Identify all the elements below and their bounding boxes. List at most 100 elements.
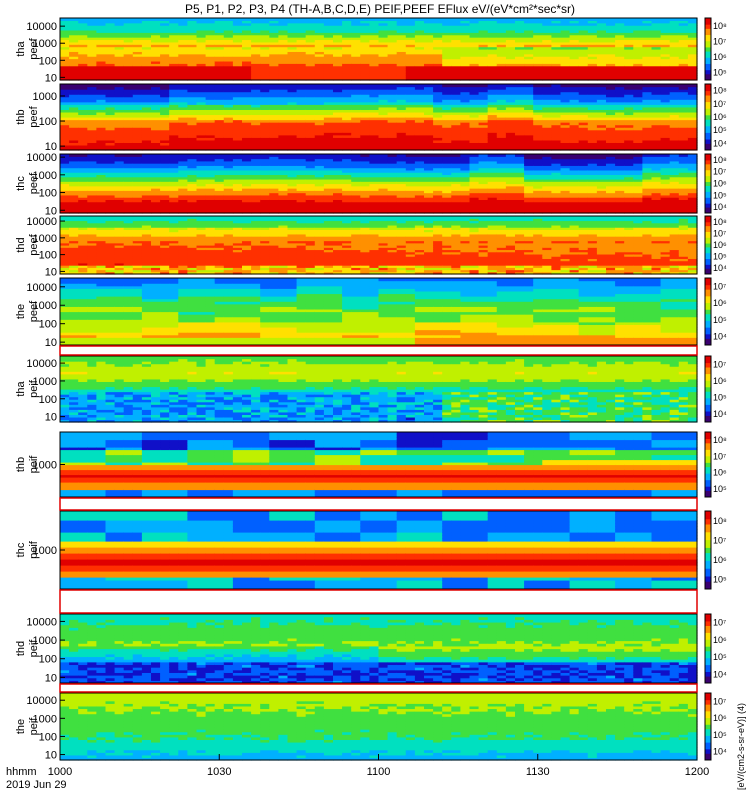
heatmap-cell — [396, 60, 407, 64]
heatmap-cell — [160, 206, 170, 210]
heatmap-cell — [232, 68, 243, 72]
colorbar-segment — [705, 69, 711, 73]
heatmap-cell — [232, 46, 243, 50]
heatmap-cell — [151, 39, 161, 43]
heatmap-cell — [342, 27, 352, 31]
heatmap-cell — [596, 44, 607, 48]
heatmap-cell — [278, 163, 289, 166]
heatmap-cell — [205, 127, 216, 131]
heatmap-cell — [278, 199, 289, 203]
heatmap-cell — [387, 51, 398, 55]
heatmap-cell — [624, 104, 634, 108]
heatmap-cell — [414, 117, 425, 121]
heatmap-cell — [105, 91, 116, 95]
heatmap-cell — [305, 210, 316, 214]
heatmap-cell — [96, 192, 107, 196]
heatmap-cell — [323, 199, 334, 203]
heatmap-cell — [169, 122, 179, 126]
heatmap-cell — [533, 114, 543, 118]
heatmap-cell — [342, 181, 352, 185]
heatmap-cell — [160, 147, 170, 151]
heatmap-cell — [196, 65, 207, 69]
heatmap-cell — [469, 46, 480, 50]
heatmap-cell — [624, 65, 634, 69]
heatmap-cell — [287, 91, 298, 95]
heatmap-cell — [451, 25, 461, 29]
heatmap-cell — [378, 178, 389, 182]
heatmap-cell — [333, 37, 343, 41]
heatmap-cell — [660, 132, 671, 136]
heatmap-cell — [123, 181, 134, 185]
heatmap-cell — [451, 142, 461, 146]
heatmap-cell — [151, 37, 161, 41]
heatmap-cell — [496, 49, 507, 52]
heatmap-cell — [187, 142, 198, 146]
heatmap-cell — [287, 122, 298, 126]
heatmap-cell — [369, 32, 380, 36]
heatmap-cell — [569, 117, 580, 121]
heatmap-cell — [214, 109, 225, 113]
heatmap-cell — [314, 32, 325, 36]
heatmap-cell — [151, 165, 161, 169]
heatmap-cell — [160, 44, 170, 48]
colorbar-segment — [705, 92, 711, 96]
heatmap-cell — [414, 174, 425, 178]
heatmap-cell — [669, 104, 680, 108]
heatmap-cell — [478, 142, 489, 146]
heatmap-cell — [60, 192, 70, 196]
heatmap-cell — [687, 84, 698, 88]
heatmap-cell — [251, 208, 261, 212]
heatmap-cell — [642, 56, 653, 60]
heatmap-cell — [369, 89, 380, 93]
heatmap-cell — [387, 127, 398, 131]
heatmap-cell — [478, 53, 489, 57]
heatmap-cell — [387, 72, 398, 76]
heatmap-cell — [624, 147, 634, 151]
heatmap-cell — [551, 129, 562, 133]
heatmap-cell — [205, 75, 216, 79]
heatmap-cell — [214, 41, 225, 45]
heatmap-cell — [214, 58, 225, 62]
heatmap-cell — [496, 99, 507, 103]
heatmap-cell — [414, 192, 425, 196]
heatmap-cell — [287, 49, 298, 52]
heatmap-cell — [433, 68, 443, 72]
heatmap-cell — [260, 194, 270, 198]
heatmap-cell — [141, 188, 152, 191]
heatmap-cell — [615, 99, 625, 103]
heatmap-cell — [424, 139, 434, 143]
heatmap-cell — [351, 34, 361, 38]
heatmap-cell — [242, 119, 252, 123]
heatmap-cell — [160, 89, 170, 93]
heatmap-cell — [378, 183, 389, 187]
heatmap-cell — [433, 65, 443, 69]
heatmap-cell — [515, 22, 525, 26]
heatmap-cell — [560, 29, 571, 33]
heatmap-cell — [123, 137, 134, 141]
heatmap-cell — [287, 169, 298, 173]
heatmap-cell — [424, 58, 434, 62]
heatmap-cell — [232, 96, 243, 100]
heatmap-cell — [360, 197, 370, 200]
heatmap-cell — [269, 72, 279, 76]
heatmap-cell — [651, 142, 662, 146]
heatmap-cell — [369, 37, 380, 41]
heatmap-cell — [615, 68, 625, 72]
heatmap-cell — [178, 144, 188, 149]
heatmap-cell — [232, 37, 243, 41]
heatmap-cell — [515, 106, 525, 110]
heatmap-cell — [487, 94, 498, 98]
heatmap-cell — [214, 158, 225, 162]
heatmap-cell — [405, 109, 416, 113]
heatmap-cell — [105, 197, 116, 200]
heatmap-cell — [378, 129, 389, 133]
heatmap-cell — [606, 25, 616, 29]
heatmap-cell — [424, 178, 434, 182]
heatmap-cell — [151, 77, 161, 81]
heatmap-cell — [260, 68, 270, 72]
heatmap-cell — [687, 27, 698, 31]
heatmap-cell — [305, 154, 316, 157]
heatmap-cell — [596, 139, 607, 143]
heatmap-cell — [533, 77, 543, 81]
heatmap-cell — [69, 72, 79, 76]
